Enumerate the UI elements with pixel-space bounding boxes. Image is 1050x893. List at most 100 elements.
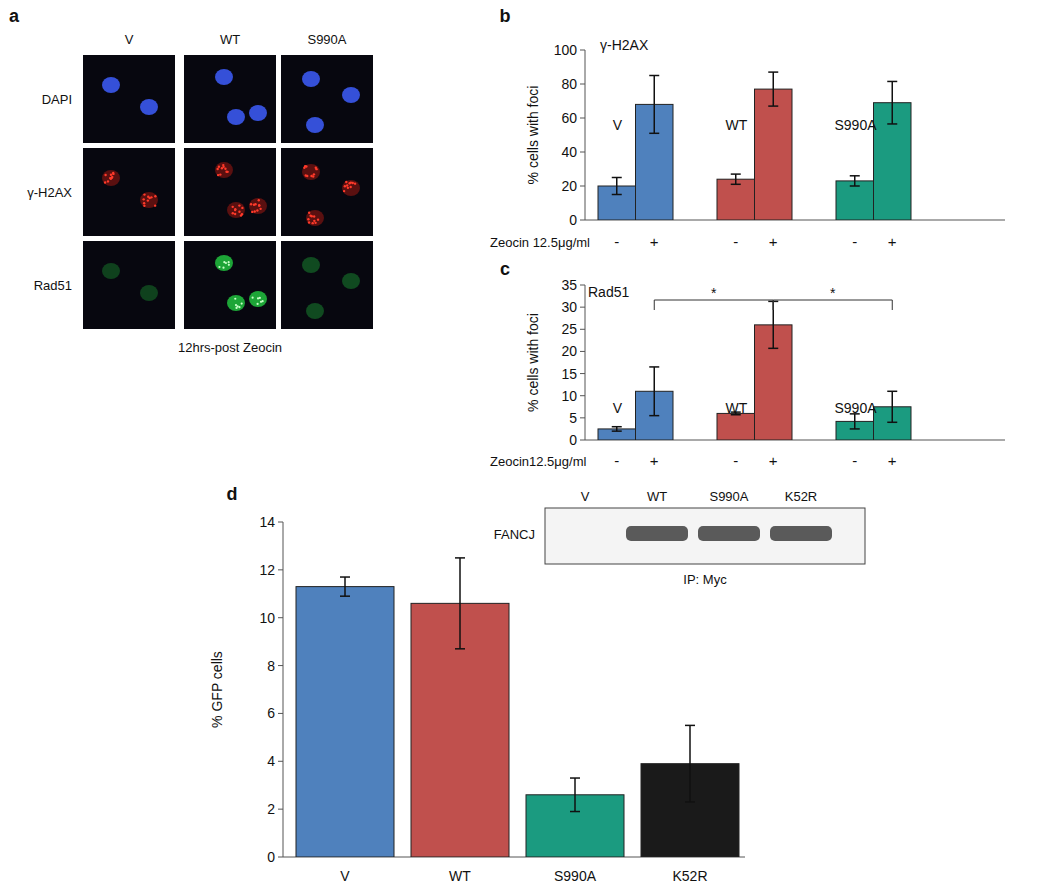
error-bar	[649, 367, 659, 416]
error-cap	[768, 105, 778, 107]
axis-title: % cells with foci	[525, 313, 541, 412]
series-label: WT	[726, 400, 748, 416]
micrograph	[281, 55, 373, 143]
nucleus	[215, 162, 233, 178]
image-background	[83, 241, 175, 329]
focus	[154, 195, 156, 197]
focus	[241, 207, 243, 209]
micrograph	[281, 241, 373, 329]
error-bar	[850, 176, 860, 186]
nucleus	[302, 71, 320, 87]
micrograph	[83, 55, 175, 143]
error-cap	[455, 648, 465, 650]
focus	[225, 262, 227, 264]
micrograph	[83, 241, 175, 329]
bar	[296, 587, 394, 857]
focus	[218, 165, 220, 167]
focus	[241, 302, 243, 304]
error-bar	[887, 391, 897, 422]
focus	[258, 204, 260, 206]
error-cap	[570, 777, 580, 779]
focus	[234, 213, 236, 215]
tick	[278, 665, 283, 666]
focus	[313, 173, 315, 175]
chart-title: γ-H2AX	[600, 37, 649, 53]
lane-label: V	[581, 489, 590, 504]
significance-label: *	[711, 285, 717, 301]
error-cap	[340, 576, 350, 578]
tick-label: 20	[561, 343, 577, 359]
tick	[580, 152, 585, 153]
focus	[257, 303, 259, 305]
blot-frame	[545, 508, 865, 564]
row-label: Rad51	[34, 278, 72, 293]
focus	[261, 300, 263, 302]
tick	[278, 809, 283, 810]
nucleus	[227, 295, 245, 311]
series-label: S990A	[834, 117, 877, 133]
plot-area	[296, 558, 739, 857]
focus	[257, 297, 259, 299]
tick-label: 15	[561, 366, 577, 382]
focus	[304, 165, 306, 167]
panel-letter: b	[500, 6, 511, 26]
image-background	[281, 55, 373, 143]
focus	[222, 267, 224, 269]
tick	[278, 522, 283, 523]
column-label: WT	[220, 32, 240, 47]
focus	[309, 214, 311, 216]
error-cap	[887, 123, 897, 125]
error-bar	[850, 414, 860, 429]
error-cap	[768, 71, 778, 73]
focus	[218, 266, 220, 268]
micrograph	[83, 148, 175, 236]
focus	[143, 202, 145, 204]
image-background	[83, 148, 175, 236]
category-label: -	[733, 233, 738, 250]
row-label: DAPI	[42, 92, 72, 107]
nucleus	[227, 202, 245, 218]
focus	[224, 168, 226, 170]
category-label: +	[888, 452, 897, 469]
blot-band	[626, 526, 688, 541]
axis-title: Zeocin 12.5μg/ml	[490, 235, 590, 250]
nucleus	[249, 291, 267, 307]
bar	[717, 179, 755, 220]
significance-bracket	[654, 300, 773, 310]
focus	[250, 203, 252, 205]
error-bar-line	[735, 174, 737, 184]
focus	[306, 175, 308, 177]
error-cap	[612, 430, 622, 432]
tick	[580, 307, 585, 308]
focus	[308, 221, 310, 223]
significance-bracket	[773, 300, 892, 310]
focus	[251, 211, 253, 213]
focus	[112, 173, 114, 175]
category-label: +	[650, 233, 659, 250]
focus	[112, 172, 114, 174]
tick-label: 14	[259, 514, 275, 530]
tick	[278, 617, 283, 618]
focus	[310, 175, 312, 177]
focus	[343, 190, 345, 192]
error-cap	[570, 811, 580, 813]
error-bar	[340, 577, 350, 596]
axis-title: Zeocin12.5μg/ml	[490, 454, 586, 469]
focus	[219, 173, 221, 175]
focus	[258, 204, 260, 206]
tick	[278, 761, 283, 762]
tick-label: 30	[561, 299, 577, 315]
focus	[104, 174, 106, 176]
y-axis	[585, 285, 586, 440]
tick-label: 25	[561, 321, 577, 337]
error-cap	[340, 595, 350, 597]
chart-title: Rad51	[588, 284, 629, 300]
tick-label: 80	[561, 76, 577, 92]
image-background	[184, 241, 276, 329]
nucleus	[102, 263, 120, 279]
error-bar-line	[854, 414, 856, 429]
focus	[143, 205, 145, 207]
tick	[278, 713, 283, 714]
nucleus	[102, 170, 120, 186]
category-label: +	[769, 452, 778, 469]
